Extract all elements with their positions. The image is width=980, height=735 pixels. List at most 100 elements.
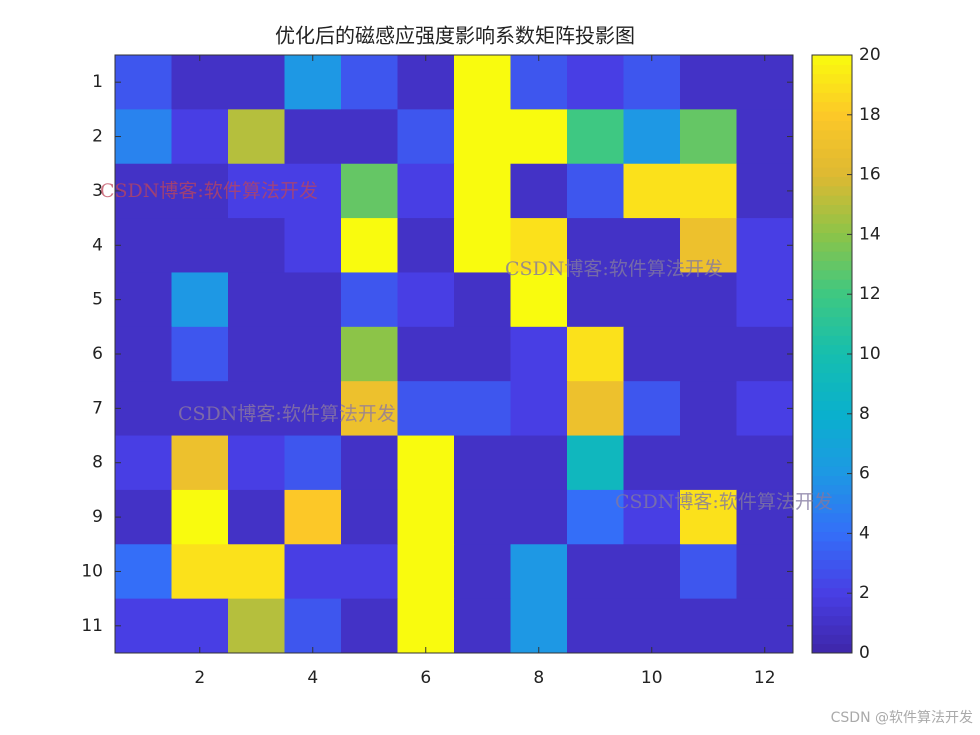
watermark: CSDN博客:软件算法开发: [615, 491, 833, 513]
heat-cell: [567, 55, 624, 110]
colorbar-swatch: [812, 223, 852, 234]
colorbar-swatch: [812, 55, 852, 65]
heat-cell: [736, 489, 794, 545]
heat-cell: [736, 218, 794, 273]
colorbar-swatch: [812, 466, 852, 476]
colorbar-swatch: [812, 307, 852, 318]
colorbar-tick-label: 20: [859, 45, 881, 65]
colorbar-swatch: [812, 475, 852, 486]
heat-cell: [454, 218, 511, 273]
heat-cell: [623, 381, 681, 437]
y-tick-label: 9: [92, 507, 103, 527]
heat-cell: [115, 489, 172, 545]
colorbar-swatch: [812, 559, 852, 570]
heat-cell: [567, 598, 624, 654]
heat-cell: [341, 163, 398, 219]
y-tick-label: 11: [81, 616, 103, 636]
heat-cell: [228, 435, 285, 491]
colorbar-swatch: [812, 568, 852, 579]
heat-cell: [115, 218, 172, 273]
heat-cell: [736, 163, 794, 219]
heat-cell: [510, 435, 568, 491]
heat-cell: [454, 435, 511, 491]
colorbar-swatch: [812, 643, 852, 654]
colorbar-swatch: [812, 185, 852, 196]
heat-cell: [680, 326, 737, 382]
heat-cell: [510, 326, 568, 382]
heat-cell: [454, 55, 511, 110]
heat-cell: [171, 163, 229, 219]
colorbar-swatch: [812, 325, 852, 336]
colorbar-tick-label: 10: [859, 344, 881, 364]
heat-cell: [341, 109, 398, 165]
heat-cell: [736, 326, 794, 382]
heat-cell: [623, 163, 681, 219]
heat-cell: [115, 381, 172, 437]
heat-cell: [171, 489, 229, 545]
x-tick-label: 8: [533, 668, 544, 688]
heat-cell: [623, 435, 681, 491]
heat-cell: [171, 55, 229, 110]
heat-cell: [341, 326, 398, 382]
colorbar-swatch: [812, 531, 852, 542]
heat-cell: [454, 163, 511, 219]
heat-cell: [284, 435, 342, 491]
heat-cell: [341, 381, 398, 437]
colorbar-swatch: [812, 456, 852, 467]
heat-cell: [115, 272, 172, 328]
heat-cell: [567, 435, 624, 491]
heat-cell: [284, 272, 342, 328]
heat-cell: [341, 218, 398, 273]
heat-cell: [680, 381, 737, 437]
heat-cell: [341, 272, 398, 328]
colorbar-swatch: [812, 269, 852, 280]
heat-cell: [171, 544, 229, 600]
heat-cell: [680, 598, 737, 654]
heat-cell: [736, 381, 794, 437]
y-tick-label: 6: [92, 344, 103, 364]
colorbar-swatch: [812, 213, 852, 224]
heat-cell: [115, 163, 172, 219]
colorbar-swatch: [812, 120, 852, 131]
heat-cell: [171, 109, 229, 165]
heat-cell: [454, 109, 511, 165]
heat-cell: [567, 381, 624, 437]
heat-cell: [228, 163, 285, 219]
heat-cell: [115, 55, 172, 110]
heat-cell: [228, 489, 285, 545]
heat-cell: [510, 272, 568, 328]
heat-cell: [284, 544, 342, 600]
heat-cell: [228, 326, 285, 382]
heat-cell: [510, 55, 568, 110]
heat-cell: [397, 598, 455, 654]
heat-cell: [623, 489, 681, 545]
colorbar-swatch: [812, 232, 852, 243]
heat-cell: [397, 272, 455, 328]
heat-cell: [171, 218, 229, 273]
credit: CSDN @软件算法开发: [831, 710, 973, 726]
heat-cell: [510, 598, 568, 654]
colorbar-swatch: [812, 550, 852, 561]
heat-cell: [623, 544, 681, 600]
heat-cell: [736, 55, 794, 110]
colorbar-swatch: [812, 578, 852, 589]
heat-cell: [680, 435, 737, 491]
colorbar-swatch: [812, 176, 852, 187]
x-tick-label: 2: [194, 668, 205, 688]
heat-cell: [567, 489, 624, 545]
heat-cell: [623, 55, 681, 110]
colorbar-swatch: [812, 157, 852, 168]
heat-cell: [736, 598, 794, 654]
colorbar-swatch: [812, 372, 852, 383]
heat-cell: [680, 489, 737, 545]
heat-cell: [680, 272, 737, 328]
colorbar-swatch: [812, 484, 852, 495]
colorbar-swatch: [812, 606, 852, 617]
colorbar-swatch: [812, 297, 852, 308]
heat-cell: [228, 109, 285, 165]
heat-cell: [284, 218, 342, 273]
heat-cell: [454, 544, 511, 600]
colorbar-swatch: [812, 428, 852, 439]
heat-cell: [171, 326, 229, 382]
